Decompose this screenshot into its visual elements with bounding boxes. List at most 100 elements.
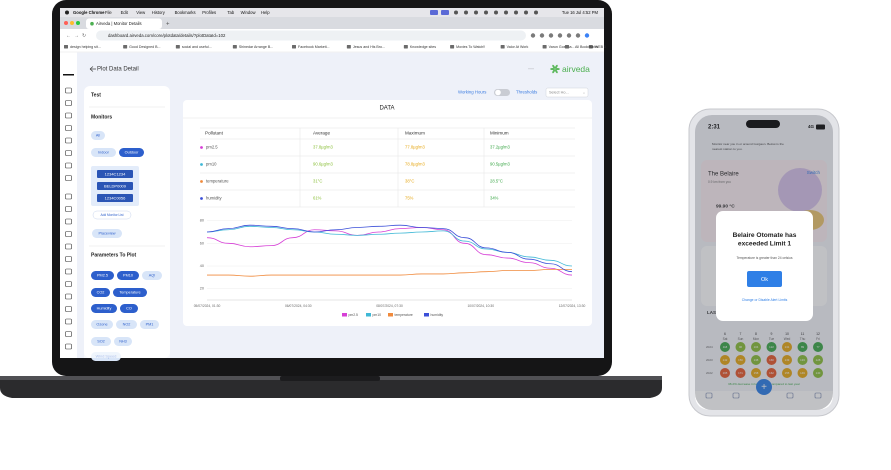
sidebar-icon[interactable] [65, 175, 72, 181]
sidebar-icon[interactable] [65, 193, 72, 200]
select-label[interactable]: Select Ho... [549, 91, 569, 95]
filter-button[interactable] [119, 148, 144, 157]
parameter-button[interactable] [113, 288, 147, 297]
add-monitor-label[interactable]: Add Monitor List [100, 213, 123, 217]
sidebar-icon[interactable] [65, 125, 72, 131]
parameter-button[interactable] [142, 271, 162, 280]
parameter-button-label[interactable]: PM2.5 [97, 274, 108, 278]
sidebar-icon[interactable] [65, 306, 72, 312]
nav-icon[interactable] [705, 392, 713, 399]
menu-item[interactable]: History [152, 10, 166, 15]
monitor-id[interactable]: BELDP0009 [104, 183, 127, 188]
sidebar-icon[interactable] [65, 137, 72, 144]
new-tab[interactable]: + [166, 22, 170, 28]
sidebar-icon[interactable] [65, 256, 72, 262]
bookmark[interactable]: Varun Goenka... [549, 45, 575, 49]
select-box[interactable] [545, 87, 589, 98]
parameter-button[interactable] [120, 304, 138, 313]
bookmark[interactable]: All Bookmarks [575, 45, 598, 49]
bookmark[interactable]: WEB 3 [595, 45, 606, 49]
sidebar-icon[interactable] [65, 150, 72, 156]
nav-button[interactable]: ← [66, 33, 71, 39]
menu-item[interactable]: Tab [227, 10, 234, 15]
monitor-id-box[interactable] [97, 170, 133, 178]
sidebar-icon[interactable] [65, 218, 72, 225]
bookmark[interactable]: social and useful... [182, 45, 212, 49]
address-bar[interactable] [96, 30, 526, 41]
parameter-button-label[interactable]: PM10 [123, 274, 133, 278]
monitor-id[interactable]: 1234C0056 [105, 195, 126, 200]
parameter-button-label[interactable]: PM1 [146, 323, 154, 327]
parameter-button[interactable] [91, 304, 117, 313]
tab[interactable] [86, 18, 162, 30]
parameter-button-label[interactable]: CO2 [97, 291, 105, 295]
switch-link[interactable]: Switch [807, 170, 821, 175]
placeview-button[interactable] [92, 229, 122, 238]
sidebar-icon[interactable] [65, 87, 72, 94]
nav-button[interactable]: ↻ [82, 33, 86, 39]
bookmark[interactable]: Shinedar Arrange B... [239, 45, 273, 49]
parameter-button[interactable] [91, 288, 110, 297]
parameter-button[interactable] [91, 320, 113, 329]
alert-link[interactable]: Change or Disable Alert Limits [742, 298, 788, 302]
sidebar-icon[interactable] [65, 243, 72, 250]
menu-item[interactable]: View [136, 10, 146, 15]
menu-dots[interactable]: ··· [528, 67, 534, 73]
filter-button-label[interactable]: Outdoor [125, 151, 139, 155]
monitor-id[interactable]: 1234C1234 [105, 171, 126, 176]
sidebar-icon[interactable] [65, 112, 72, 119]
monitor-id-box[interactable] [97, 182, 133, 190]
bookmark[interactable]: Movies To Watch!! [456, 45, 485, 49]
menu-item[interactable]: Window [241, 10, 257, 15]
parameter-button-label[interactable]: SO2 [97, 340, 105, 344]
sidebar-icon[interactable] [65, 343, 72, 350]
parameter-button-label[interactable]: NH3 [119, 340, 127, 344]
parameter-button-label[interactable]: Humidity [97, 307, 112, 311]
sidebar-icon[interactable] [65, 100, 72, 106]
tab-title[interactable]: Airveda | Monitor Details [96, 21, 142, 26]
menu-item[interactable]: Bookmarks [175, 10, 196, 15]
bookmark[interactable]: Jesus and His Bro... [353, 45, 385, 49]
sidebar-icon[interactable] [65, 281, 72, 287]
sidebar-icon[interactable] [65, 162, 72, 169]
parameter-button-label[interactable]: CO [126, 307, 132, 311]
placeview-button-label[interactable]: Placeview [98, 232, 115, 236]
nav-icon[interactable] [814, 392, 822, 399]
parameter-button-label[interactable]: Temperature [119, 291, 140, 295]
sidebar-icon[interactable] [65, 206, 72, 212]
nav-button[interactable]: → [74, 33, 79, 39]
menu-item[interactable]: Profiles [202, 10, 216, 15]
sidebar-icon[interactable] [65, 318, 72, 325]
bookmark[interactable]: Valor At Work [507, 45, 529, 49]
bookmark[interactable]: Knowledge sites [410, 45, 436, 49]
sidebar-icon[interactable] [65, 231, 72, 237]
ok-label[interactable]: Ok [761, 277, 768, 283]
nav-icon[interactable] [732, 392, 740, 399]
parameter-button[interactable] [91, 271, 114, 280]
menu-item[interactable]: File [105, 10, 112, 15]
thresholds-label[interactable]: Thresholds [516, 90, 537, 95]
sidebar-icon[interactable] [65, 331, 72, 337]
parameter-button[interactable] [140, 320, 159, 329]
parameter-button-label[interactable]: Ozone [96, 323, 107, 327]
bookmark[interactable]: Good Designed B... [129, 45, 160, 49]
parameter-button[interactable] [116, 320, 137, 329]
parameter-button-label[interactable]: AQI [149, 274, 156, 278]
parameter-button[interactable] [117, 271, 139, 280]
nav-icon[interactable] [786, 392, 794, 399]
monitor-id-box[interactable] [97, 194, 133, 202]
bookmark[interactable]: design helping sit... [70, 45, 101, 49]
filter-button-label[interactable]: All [96, 134, 100, 138]
filter-button[interactable] [91, 131, 105, 140]
bookmark[interactable]: Facebook Marketi... [298, 45, 330, 49]
menu-item[interactable]: Edit [121, 10, 129, 15]
parameter-button[interactable] [91, 337, 111, 346]
sidebar-icon[interactable] [65, 293, 72, 300]
menu-item[interactable]: Help [261, 10, 270, 15]
filter-button[interactable] [91, 148, 116, 157]
back-arrow[interactable] [89, 66, 96, 72]
filter-button-label[interactable]: Indoor [98, 151, 110, 155]
sidebar-icon[interactable] [65, 268, 72, 275]
parameter-button[interactable] [114, 337, 132, 346]
parameter-button-label[interactable]: NO2 [123, 323, 131, 327]
